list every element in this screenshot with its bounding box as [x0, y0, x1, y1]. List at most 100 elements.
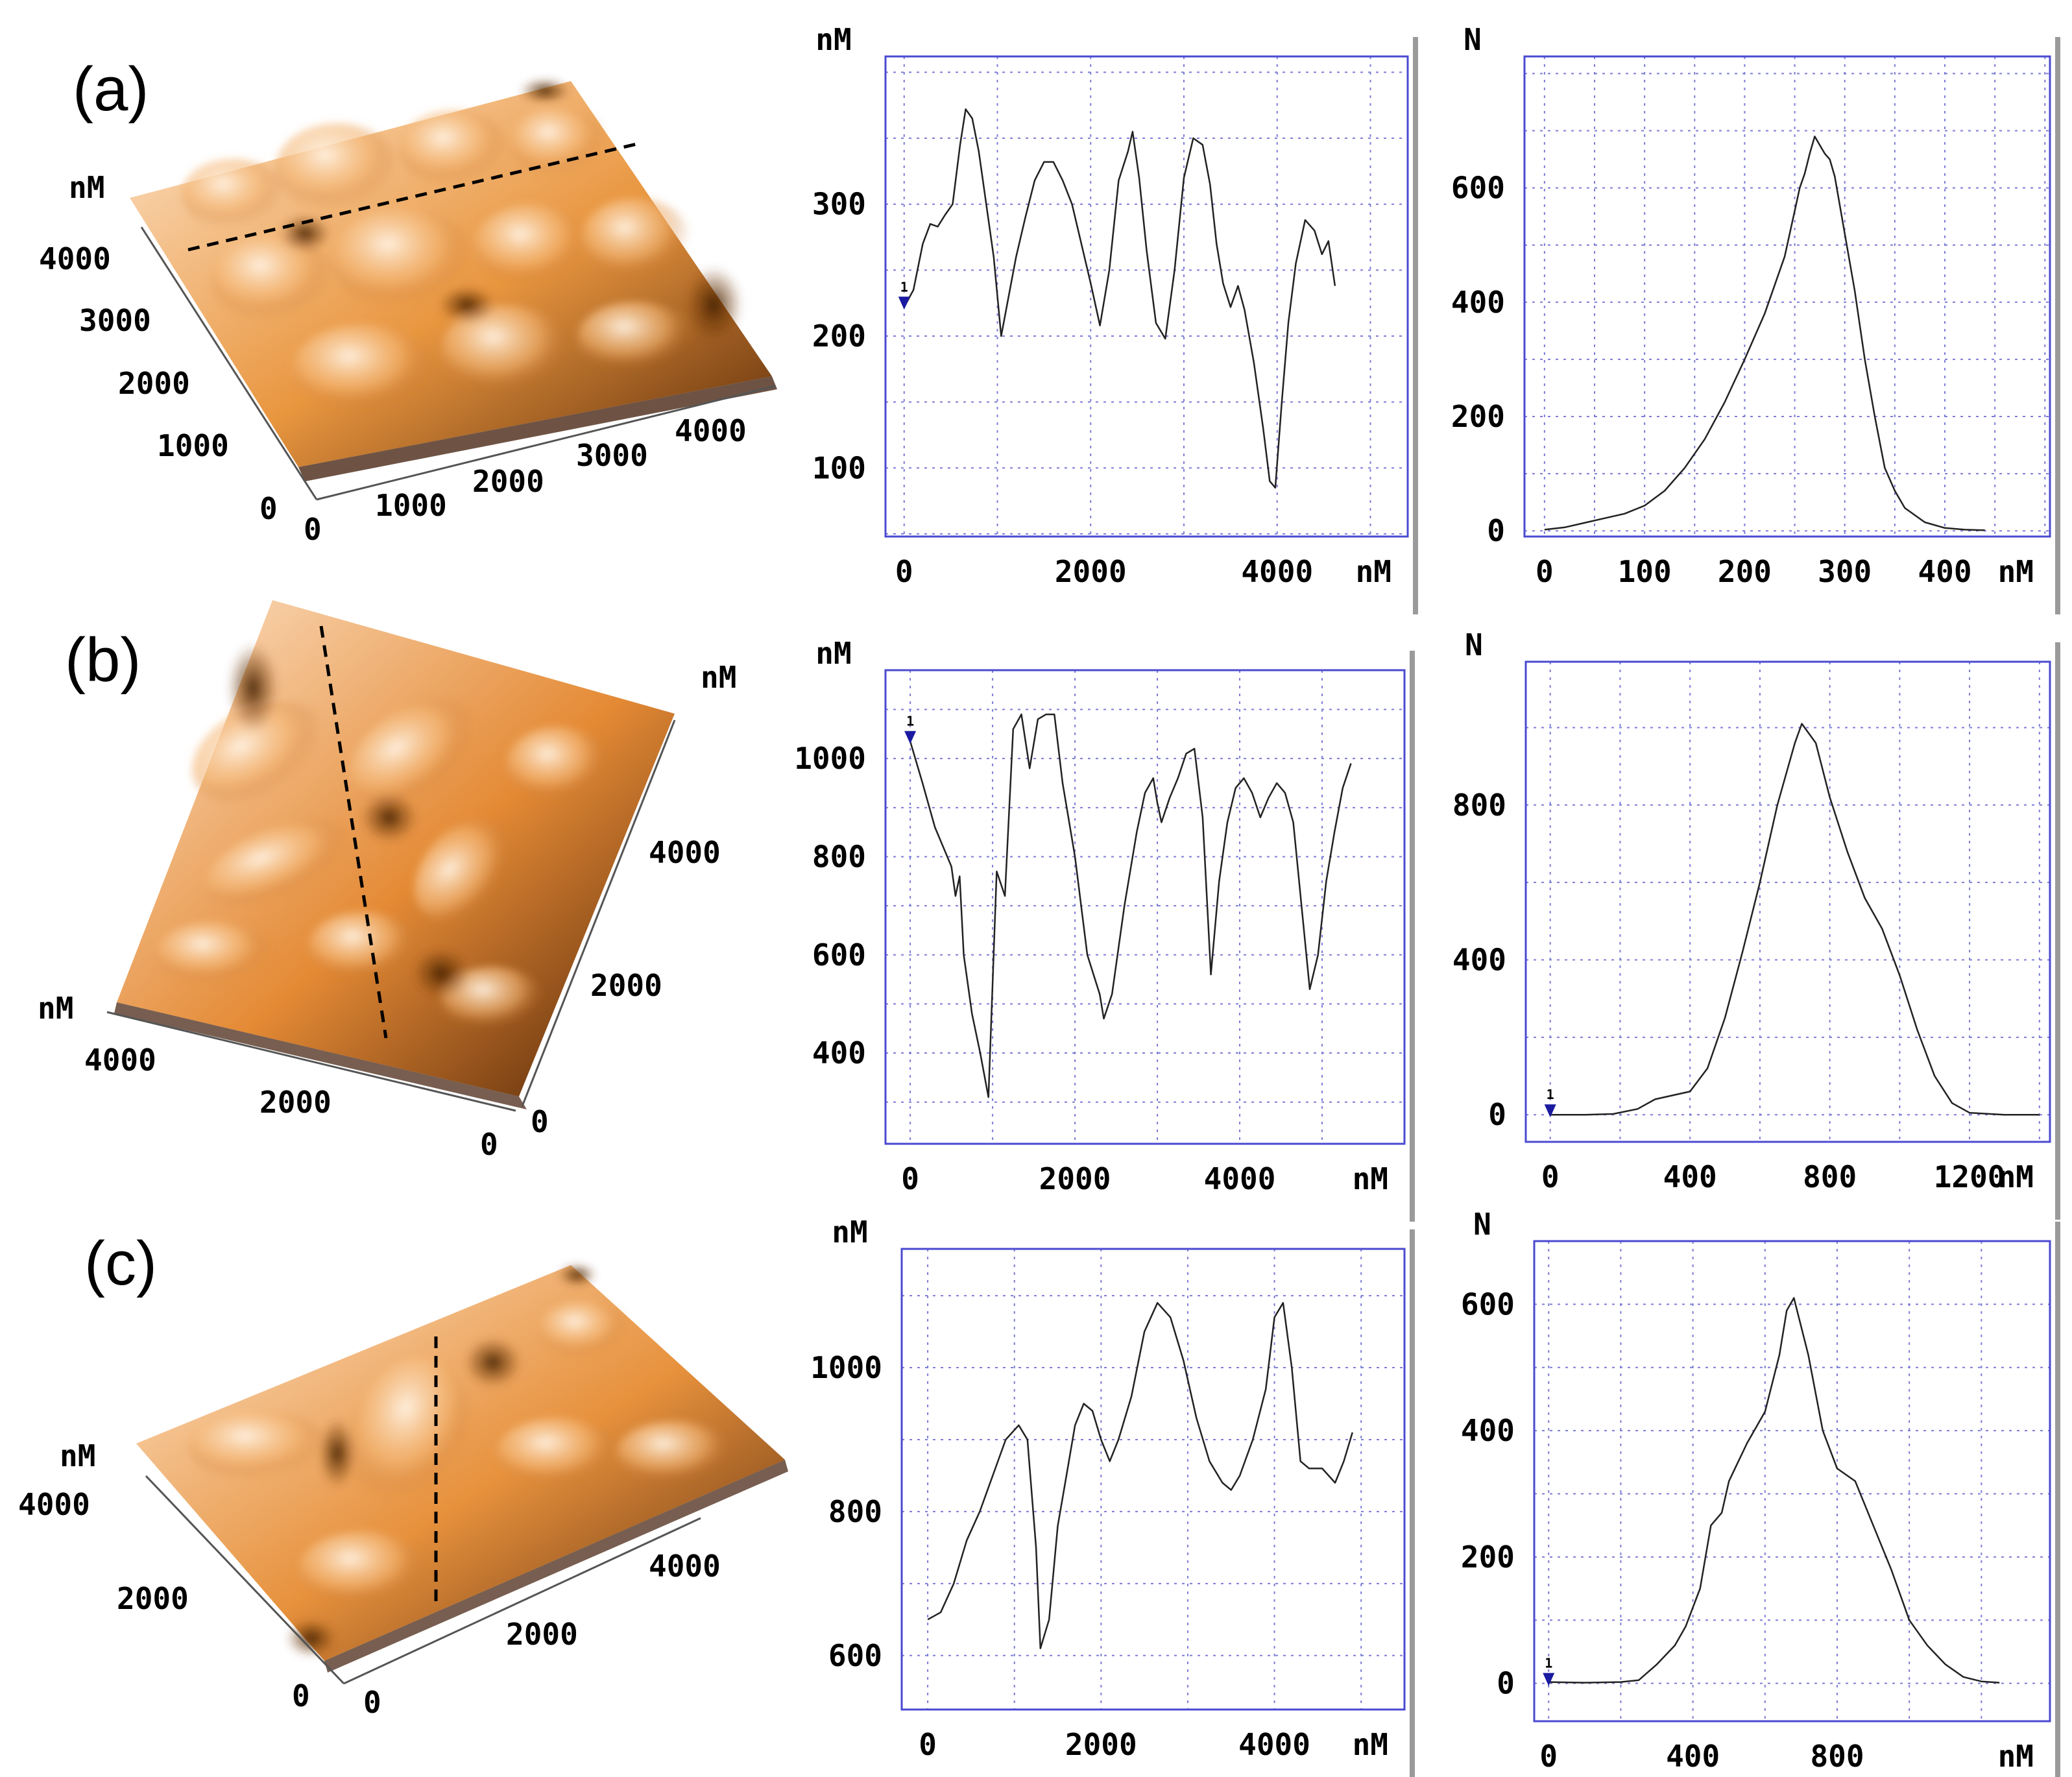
cursor-marker-label: 1	[1547, 1087, 1554, 1102]
x-tick-label: 400	[1918, 554, 1971, 589]
x-tick-label: 1200	[1934, 1159, 2006, 1194]
plot-side-bar	[2055, 642, 2060, 1220]
surface-b-scan-line	[319, 625, 388, 1039]
b-histogram-chart: 0 400 800 1200 0 400 800 nM N 1	[1452, 627, 2060, 1220]
surface-b-front-unit: nM	[38, 991, 73, 1026]
y-axis-label: nM	[815, 636, 851, 671]
surface-a: (a) nM 4000 3000 2000 1000	[39, 54, 777, 547]
x-tick-label: 0	[901, 1161, 919, 1196]
y-tick-label: 600	[1451, 171, 1505, 206]
y-tick-label: 600	[1461, 1287, 1515, 1322]
surface-a-front-axis	[316, 385, 776, 501]
surface-b-grains	[156, 642, 610, 1032]
surface-c-left-tick: 4000	[18, 1487, 90, 1522]
plot-frame	[884, 669, 1406, 1145]
y-tick-label: 800	[828, 1494, 882, 1529]
x-tick-label: 200	[1718, 554, 1772, 589]
plot-side-bar	[1410, 651, 1415, 1222]
x-tick-label: 0	[1536, 554, 1554, 589]
surface-b-front-tick: 0	[480, 1127, 498, 1162]
surface-b-side-unit: nM	[701, 660, 736, 695]
surface-a-xtick: 0	[304, 512, 322, 547]
surface-b-side-tick: 2000	[590, 968, 662, 1003]
cursor-marker-label: 1	[900, 279, 908, 295]
y-axis-label: nM	[832, 1215, 867, 1250]
y-axis-label: nM	[815, 22, 851, 57]
x-tick-label: 2000	[1065, 1727, 1137, 1762]
x-tick-label: 400	[1663, 1159, 1717, 1194]
y-tick-label: 1000	[794, 741, 866, 776]
x-tick-label: 800	[1810, 1739, 1864, 1774]
cursor-marker-label: 1	[906, 714, 914, 729]
x-axis-label: nM	[1356, 554, 1391, 589]
x-tick-label: 800	[1803, 1159, 1857, 1194]
surface-a-ytick: 1000	[157, 428, 229, 463]
y-tick-label: 400	[1451, 285, 1505, 320]
plot-frame	[1523, 55, 2051, 538]
surface-a-grains	[182, 78, 743, 415]
surface-a-axis-unit: nM	[69, 170, 104, 205]
y-tick-label: 200	[1461, 1540, 1515, 1575]
y-axis-label: N	[1473, 1207, 1491, 1242]
surface-a-front-edge	[298, 376, 777, 481]
a-profile-chart: 0 2000 4000 100 200 300 nM nM 1	[812, 22, 1418, 614]
y-axis-label: N	[1465, 627, 1483, 662]
surface-a-ytick: 2000	[118, 366, 190, 401]
x-tick-label: 0	[1539, 1739, 1558, 1774]
x-axis-label: nM	[1998, 554, 2034, 589]
y-tick-label: 0	[1487, 513, 1505, 548]
x-tick-label: 0	[1541, 1159, 1560, 1194]
surface-c-left-tick: 2000	[117, 1581, 189, 1616]
y-tick-label: 600	[828, 1638, 882, 1673]
cursor-marker	[1543, 1673, 1555, 1686]
y-tick-label: 200	[1451, 399, 1505, 434]
surface-c-front-tick: 0	[363, 1685, 381, 1720]
surface-c-left-axis	[145, 1475, 345, 1685]
surface-c-body	[136, 1265, 785, 1661]
x-axis-label: nM	[1998, 1739, 2034, 1774]
surface-c-front-axis	[343, 1517, 701, 1685]
x-tick-label: 0	[895, 554, 913, 589]
series-line	[1550, 723, 2040, 1116]
x-tick-label: 4000	[1241, 554, 1313, 589]
y-axis-label: N	[1464, 22, 1482, 57]
y-tick-label: 400	[1452, 943, 1506, 978]
y-tick-label: 300	[812, 187, 866, 222]
cursor-marker	[898, 296, 910, 310]
surface-c-front-tick: 2000	[506, 1617, 578, 1652]
surface-b-front-axis	[106, 1011, 516, 1112]
series-line	[909, 713, 1352, 1098]
y-tick-label: 400	[812, 1035, 866, 1070]
surface-c-front-tick: 4000	[649, 1549, 721, 1584]
y-tick-label: 0	[1497, 1666, 1515, 1701]
y-tick-label: 800	[1452, 788, 1506, 823]
x-axis-label: nM	[1998, 1159, 2034, 1194]
y-tick-label: 0	[1488, 1097, 1506, 1132]
surface-a-xtick: 2000	[472, 464, 544, 499]
surface-c-left-tick: 0	[292, 1678, 310, 1713]
panel-label-a: (a)	[73, 54, 149, 124]
series-line	[1548, 1297, 2000, 1684]
x-tick-label: 2000	[1055, 554, 1127, 589]
panel-label-b: (b)	[65, 625, 141, 695]
plot-frame	[884, 55, 1409, 538]
surface-c-grains	[188, 1263, 733, 1658]
a-histogram-chart: 0 100 200 300 400 0 200 400 600 nM N	[1451, 22, 2060, 614]
x-axis-label: nM	[1353, 1161, 1388, 1196]
surface-b-front-tick: 4000	[84, 1043, 156, 1078]
cursor-marker-label: 1	[1545, 1656, 1552, 1671]
surface-a-ytick: 0	[259, 491, 278, 526]
plot-side-bar	[2055, 1222, 2060, 1777]
surface-c: (c) nM 4000 2000 0 0 2000 4000	[18, 1229, 788, 1720]
plot-frame	[900, 1248, 1406, 1711]
cursor-marker	[1544, 1104, 1556, 1118]
surface-a-xtick: 3000	[576, 438, 648, 473]
surface-b-side-tick: 4000	[649, 835, 721, 870]
surface-a-xtick: 1000	[375, 488, 447, 523]
y-tick-label: 400	[1461, 1413, 1515, 1448]
surface-a-ytick: 3000	[79, 303, 151, 338]
plot-frame	[1524, 660, 2051, 1143]
x-tick-label: 100	[1618, 554, 1672, 589]
